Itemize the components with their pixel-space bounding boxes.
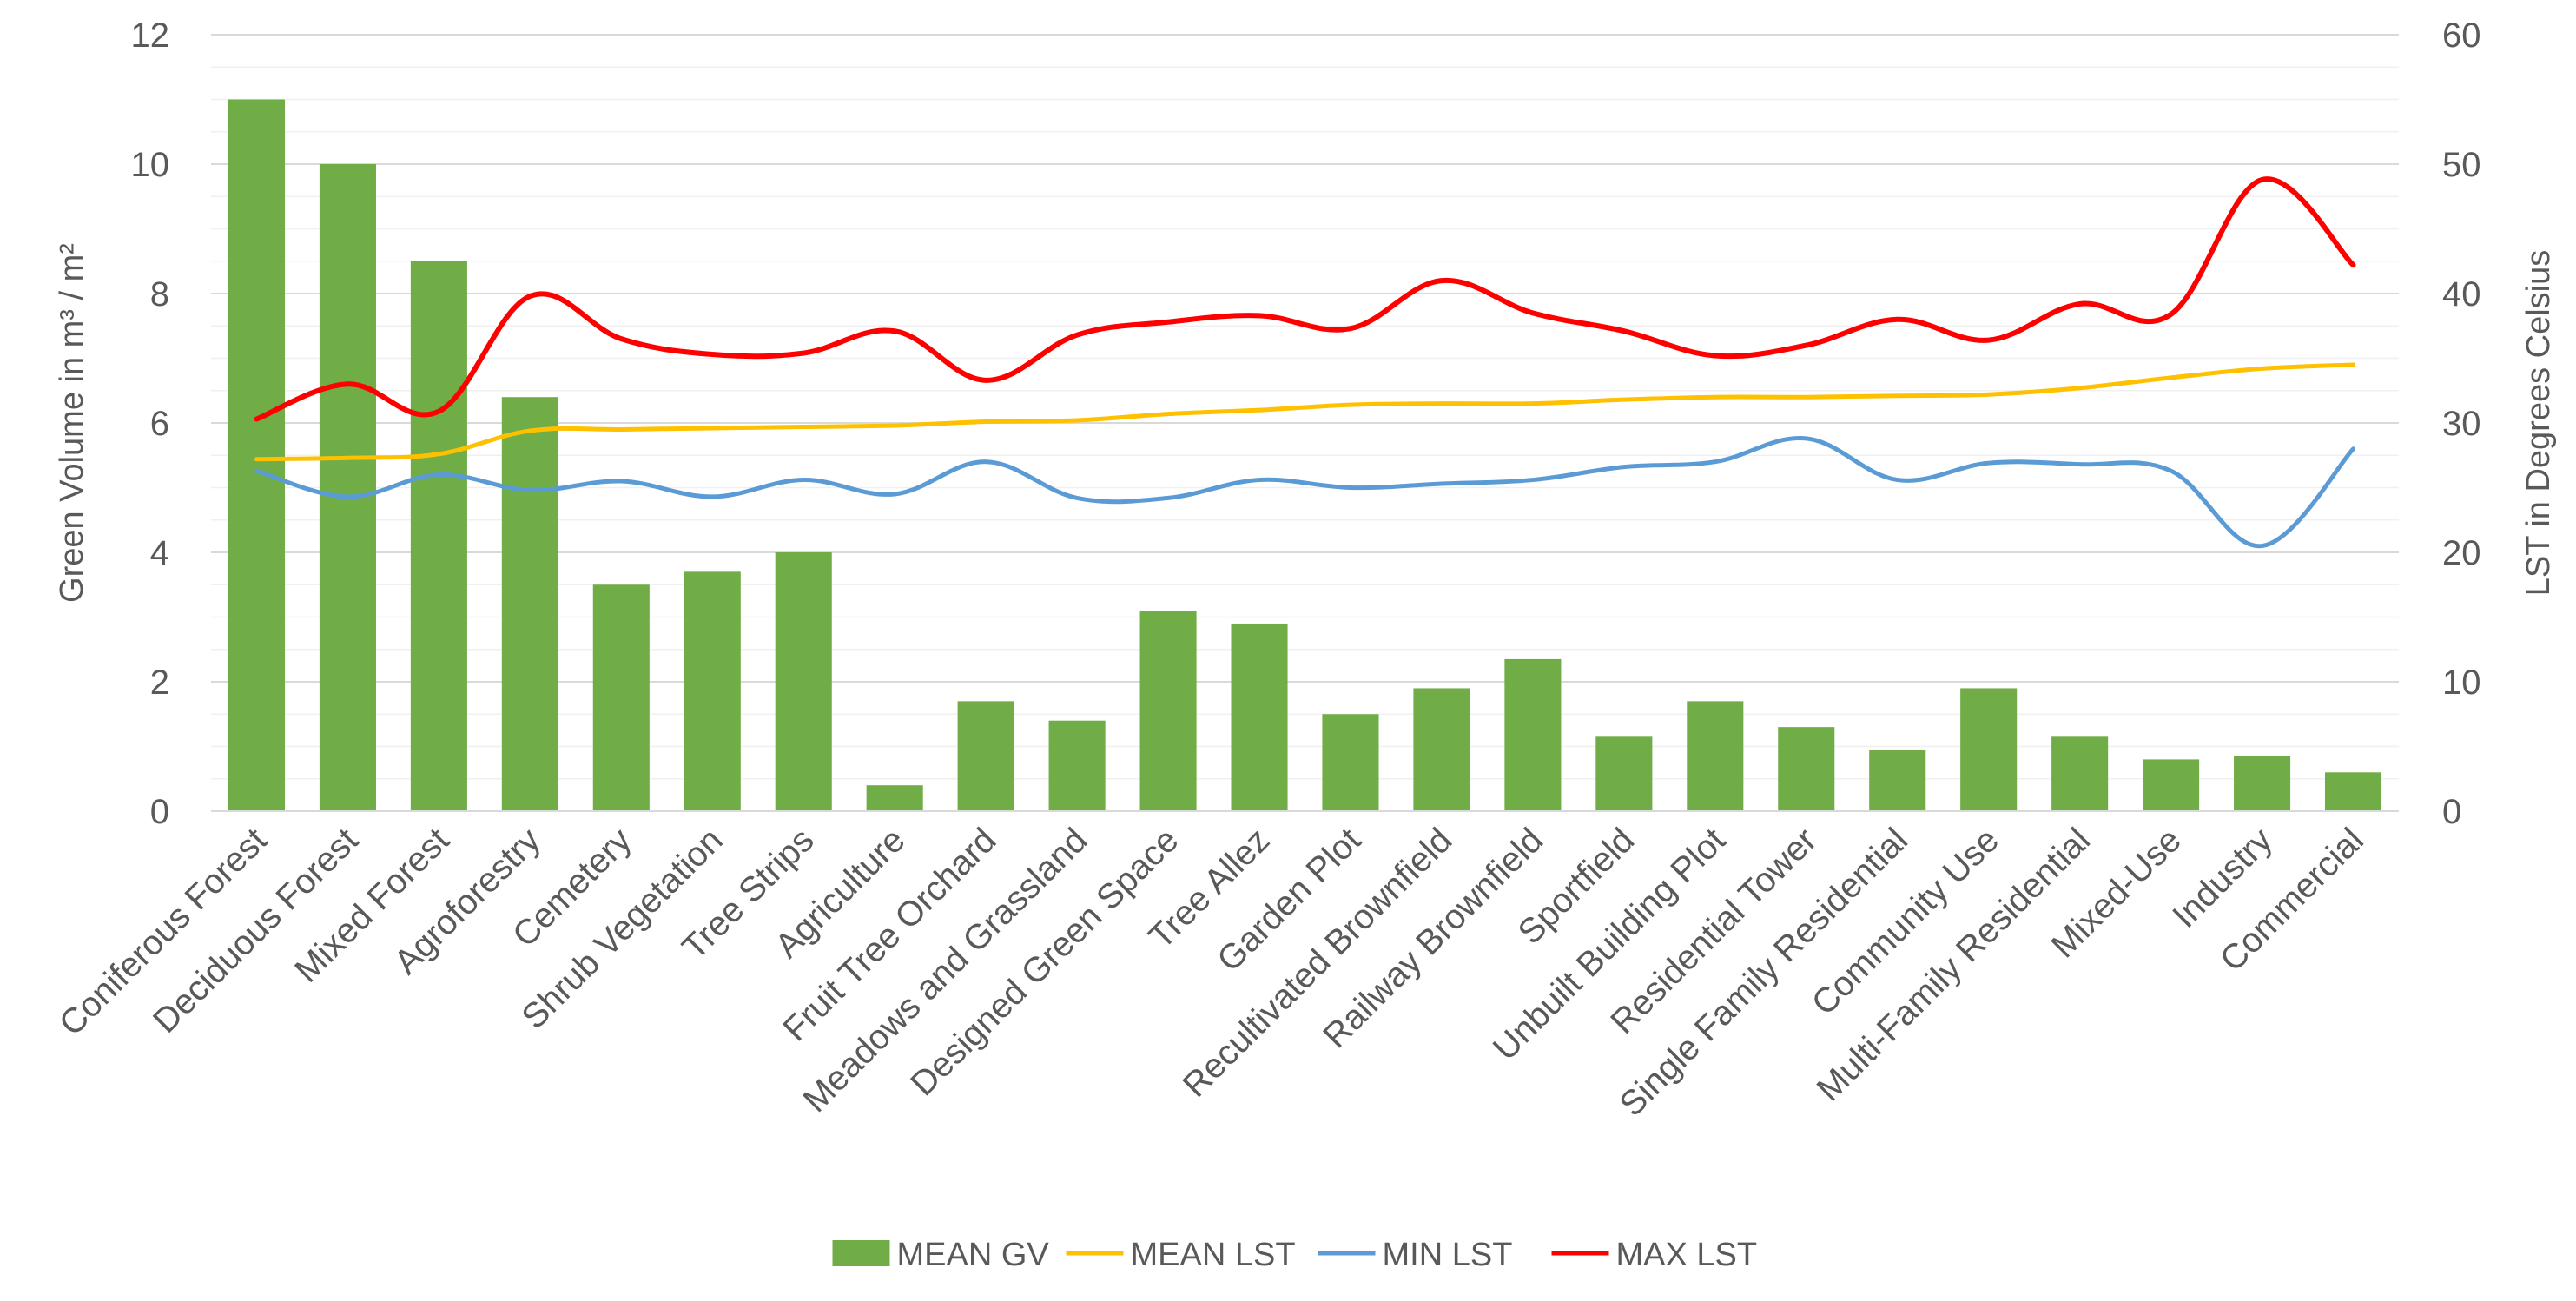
bar-mean-gv — [1778, 727, 1835, 811]
bar-mean-gv — [2051, 736, 2109, 811]
y2-tick-label: 30 — [2442, 405, 2481, 443]
bar-mean-gv — [1960, 688, 2018, 811]
bar-mean-gv — [228, 99, 286, 811]
y2-tick-label: 40 — [2442, 275, 2481, 314]
legend-item-max-lst: MAX LST — [1551, 1237, 1758, 1273]
legend-item-mean-gv: MEAN GV — [832, 1237, 1050, 1273]
line-layer — [254, 176, 2356, 549]
legend-item-mean-lst: MEAN LST — [1066, 1237, 1296, 1273]
y2-tick-label: 60 — [2442, 17, 2481, 55]
legend: MEAN GV MEAN LST MIN LST MAX LST — [832, 1237, 1758, 1273]
line-min-lst — [254, 436, 2356, 549]
legend-item-min-lst: MIN LST — [1318, 1237, 1513, 1273]
legend-label: MEAN LST — [1131, 1237, 1296, 1273]
y-tick-label: 10 — [131, 146, 170, 184]
bar-mean-gv — [1231, 623, 1288, 811]
bar-mean-gv — [2324, 772, 2382, 811]
bar-mean-gv — [1687, 701, 1744, 811]
bar-mean-gv — [1504, 658, 1562, 811]
y-tick-label: 4 — [150, 534, 169, 572]
legend-label: MIN LST — [1383, 1237, 1513, 1273]
bar-mean-gv — [2234, 756, 2291, 811]
y-axis-title: Green Volume in m³ / m² — [54, 243, 90, 603]
bar-mean-gv — [775, 552, 832, 811]
legend-label: MEAN GV — [897, 1237, 1050, 1273]
y-tick-label: 2 — [150, 664, 169, 702]
y-tick-label: 8 — [150, 275, 169, 314]
bar-mean-gv — [410, 261, 467, 811]
bar-mean-gv — [1869, 750, 1926, 811]
line-max-lst — [254, 176, 2356, 422]
y2-tick-label: 20 — [2442, 534, 2481, 572]
y-tick-label: 0 — [150, 793, 169, 831]
bar-mean-gv — [592, 584, 650, 811]
bar-mean-gv — [319, 164, 376, 811]
y2-tick-label: 0 — [2442, 793, 2461, 831]
y2-tick-label: 50 — [2442, 146, 2481, 184]
bar-mean-gv — [2143, 759, 2200, 811]
y-tick-label: 12 — [131, 17, 170, 55]
legend-label: MAX LST — [1616, 1237, 1758, 1273]
bar-mean-gv — [1595, 736, 1653, 811]
bar-mean-gv — [866, 785, 923, 811]
bar-mean-gv — [1322, 714, 1379, 811]
y2-tick-label: 10 — [2442, 664, 2481, 702]
bar-mean-gv — [501, 397, 558, 811]
legend-swatch — [832, 1240, 890, 1266]
y2-axis-title: LST in Degrees Celsius — [2520, 250, 2557, 596]
bar-mean-gv — [684, 571, 741, 811]
bar-mean-gv — [1048, 720, 1106, 811]
bar-mean-gv — [957, 701, 1014, 811]
bar-layer — [228, 99, 2382, 811]
y-tick-label: 6 — [150, 405, 169, 443]
bar-mean-gv — [1139, 611, 1197, 811]
line-mean-lst — [254, 362, 2356, 462]
bar-mean-gv — [1413, 688, 1470, 811]
